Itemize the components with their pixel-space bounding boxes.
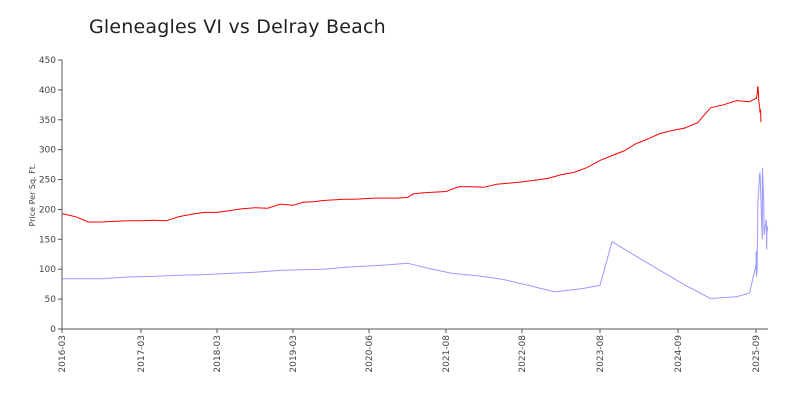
y-tick-label: 150	[39, 235, 56, 245]
x-tick-label: 2023-08	[596, 335, 606, 373]
x-tick-label: 2020-06	[365, 335, 375, 373]
x-tick-label: 2017-03	[137, 335, 147, 373]
y-axis-label: Price Per Sq. Ft.	[28, 164, 37, 227]
x-tick-label: 2016-03	[58, 335, 68, 373]
y-tick-label: 200	[39, 205, 56, 215]
y-tick-label: 50	[45, 295, 57, 305]
y-tick-label: 350	[39, 116, 56, 126]
x-tick-label: 2024-09	[674, 335, 684, 373]
y-tick-label: 0	[50, 325, 56, 335]
y-tick-label: 450	[39, 56, 56, 66]
y-tick-label: 300	[39, 146, 56, 156]
chart-title: Gleneagles VI vs Delray Beach	[89, 16, 386, 38]
series-layer	[61, 86, 769, 300]
axes-layer: 0 50 100 150 200 250 300 350 400 450 2016-03 2017-0…	[39, 56, 768, 373]
x-tick-label: 2019-03	[289, 335, 299, 373]
x-tick-label: 2025-09	[752, 335, 762, 373]
series-line-2	[62, 167, 769, 300]
series-line-1	[61, 86, 762, 223]
x-tick-label: 2018-03	[213, 335, 223, 373]
y-tick-label: 250	[39, 176, 56, 186]
x-tick-label: 2022-08	[518, 335, 528, 373]
x-tick-label: 2021-08	[442, 335, 452, 373]
y-tick-label: 400	[39, 86, 56, 96]
y-tick-label: 100	[39, 265, 56, 275]
